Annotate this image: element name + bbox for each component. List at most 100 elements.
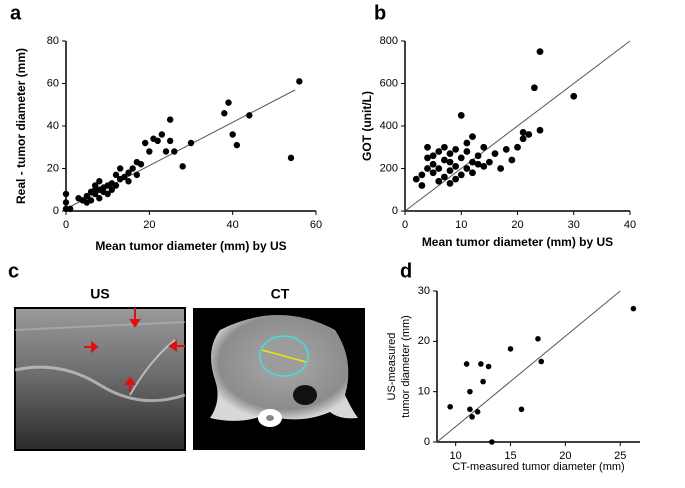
point — [497, 165, 505, 172]
point — [435, 177, 443, 185]
point — [166, 137, 174, 145]
point — [514, 143, 521, 151]
point — [296, 78, 303, 85]
point — [519, 135, 527, 143]
point — [121, 173, 128, 181]
point — [129, 165, 136, 172]
point — [154, 137, 161, 145]
point — [530, 84, 538, 92]
point — [104, 190, 111, 198]
image-title: CT — [271, 286, 290, 302]
point — [452, 145, 460, 153]
y-tick-label: 20 — [418, 335, 430, 347]
panel-label: b — [374, 2, 386, 24]
y-tick-label: 200 — [380, 162, 398, 174]
point — [474, 152, 482, 160]
point — [491, 150, 499, 158]
point — [429, 160, 437, 168]
y-axis-label: GOT (unit/L) — [360, 91, 374, 161]
point — [446, 167, 454, 175]
y-tick-label: 600 — [380, 77, 398, 89]
y-tick-label: 0 — [392, 205, 398, 217]
point — [166, 116, 174, 123]
x-tick-label: 20 — [511, 219, 523, 231]
y-tick-label: 10 — [418, 386, 430, 398]
point — [440, 173, 448, 181]
point — [246, 112, 253, 119]
point — [519, 128, 527, 136]
y-axis-label: tumor diameter (mm) — [400, 315, 412, 418]
point — [83, 192, 91, 200]
point — [424, 165, 431, 172]
y-axis-label: Real - tumor diameter (mm) — [14, 48, 28, 204]
point — [225, 99, 232, 106]
point — [463, 361, 470, 367]
point — [158, 131, 166, 138]
trend-line — [436, 290, 621, 443]
x-tick-label: 40 — [624, 219, 636, 231]
point — [179, 163, 186, 170]
point — [162, 148, 170, 155]
y-tick-label: 80 — [47, 35, 59, 47]
point — [463, 148, 471, 155]
point — [507, 346, 514, 352]
x-tick-label: 15 — [504, 450, 516, 462]
point — [418, 182, 426, 189]
point — [480, 143, 488, 151]
x-axis-label: Mean tumor diameter (mm) by US — [422, 235, 613, 249]
point — [221, 110, 228, 117]
point — [538, 358, 545, 365]
point — [467, 388, 473, 395]
point — [469, 133, 476, 141]
x-tick-label: 40 — [227, 219, 239, 231]
point — [96, 195, 103, 202]
point — [570, 92, 578, 100]
point — [424, 143, 431, 151]
y-tick-label: 0 — [424, 436, 430, 448]
point — [116, 165, 124, 172]
panel-label: c — [8, 260, 19, 282]
y-tick-label: 60 — [47, 77, 59, 89]
point — [96, 178, 103, 185]
point — [440, 143, 448, 151]
point — [133, 171, 141, 179]
x-axis-label: CT-measured tumor diameter (mm) — [452, 461, 624, 473]
point — [474, 409, 481, 415]
point — [112, 171, 120, 179]
point — [137, 161, 145, 168]
x-tick-label: 0 — [402, 219, 408, 231]
point — [485, 158, 493, 166]
us-image — [14, 307, 186, 451]
point — [66, 205, 74, 213]
y-tick-label: 40 — [47, 120, 59, 132]
point — [429, 152, 437, 160]
point — [429, 169, 437, 177]
point — [87, 197, 95, 204]
point — [412, 175, 420, 183]
point — [467, 406, 473, 413]
point — [485, 363, 492, 370]
point — [452, 162, 460, 170]
point — [446, 158, 454, 166]
point — [446, 179, 454, 187]
ct-image — [193, 308, 365, 450]
point — [508, 156, 516, 164]
point — [435, 148, 443, 155]
point — [171, 148, 178, 155]
image-title: US — [90, 286, 109, 302]
point — [229, 131, 236, 138]
point — [457, 171, 465, 179]
point — [480, 162, 488, 170]
point — [91, 182, 99, 189]
trend-line — [404, 40, 631, 212]
point — [536, 126, 544, 134]
point — [435, 165, 443, 172]
point — [447, 403, 453, 410]
x-tick-label: 60 — [310, 219, 322, 231]
point — [469, 414, 475, 420]
point — [62, 199, 70, 206]
point — [146, 148, 153, 155]
x-tick-label: 25 — [614, 450, 626, 462]
point — [502, 145, 510, 153]
